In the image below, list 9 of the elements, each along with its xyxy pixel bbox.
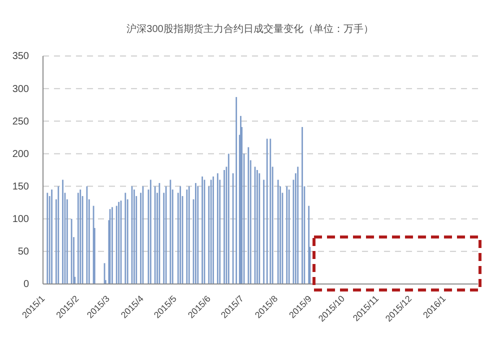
y-tick-label: 0 bbox=[23, 279, 30, 290]
chart-title: 沪深300股指期货主力合约日成交量变化（单位：万手） bbox=[126, 23, 374, 35]
y-tick-label: 300 bbox=[12, 84, 30, 95]
y-tick-label: 250 bbox=[12, 116, 30, 128]
y-tick-label: 100 bbox=[12, 214, 30, 226]
y-tick-label: 200 bbox=[12, 148, 30, 160]
y-tick-label: 350 bbox=[12, 51, 30, 62]
y-tick-label: 50 bbox=[18, 246, 30, 258]
y-tick-label: 150 bbox=[12, 181, 30, 192]
